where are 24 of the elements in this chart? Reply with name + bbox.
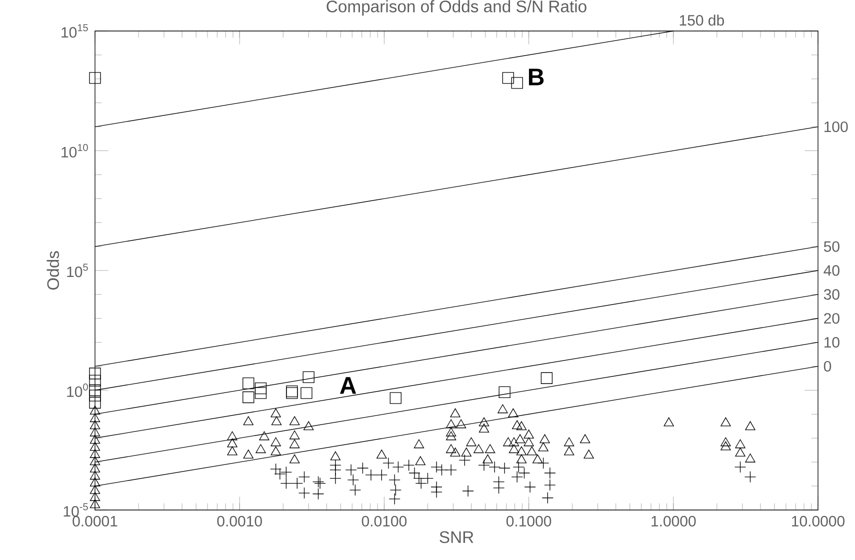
x-tick-label: 0.0001 bbox=[72, 516, 118, 527]
y-tick-label: 10$^{0}$ bbox=[67, 383, 88, 397]
series-label: 40 bbox=[824, 265, 840, 276]
x-axis-title: SNR bbox=[440, 531, 474, 544]
x-tick-label: 10.0000 bbox=[792, 516, 845, 527]
y-tick-label: 10$^{15}$ bbox=[62, 24, 88, 38]
series-label: 20 bbox=[824, 313, 840, 324]
series-label: 10 bbox=[824, 337, 840, 348]
y-axis-title: Odds bbox=[46, 251, 60, 290]
series-label: 100 bbox=[824, 121, 848, 132]
series-label: 30 bbox=[824, 289, 840, 300]
series-label: 150 db bbox=[680, 14, 724, 26]
annotation: B bbox=[528, 68, 544, 86]
y-tick-label: 10$^{5}$ bbox=[67, 264, 88, 278]
x-tick-label: 1.0000 bbox=[652, 516, 696, 527]
y-tick-label: 10$^{10}$ bbox=[62, 144, 88, 158]
annotation: A bbox=[340, 377, 356, 394]
series-label: 0 bbox=[824, 360, 832, 372]
x-tick-label: 0.0010 bbox=[217, 516, 262, 527]
x-tick-label: 0.1000 bbox=[506, 516, 552, 527]
chart-title: Comparison of Odds and S/N Ratio bbox=[326, 0, 586, 16]
x-tick-label: 0.0100 bbox=[362, 516, 407, 527]
series-label: 50 bbox=[824, 241, 840, 252]
y-tick-label: 10$^{-5}$ bbox=[64, 503, 88, 517]
